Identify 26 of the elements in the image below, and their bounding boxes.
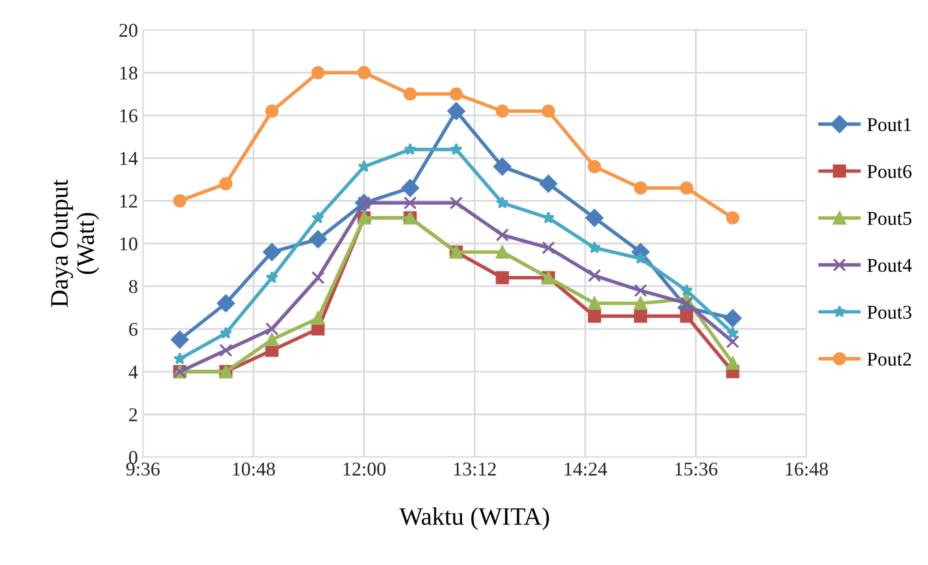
y-tick-label: 6 bbox=[129, 322, 138, 336]
y-axis-title: Daya Output (Watt) bbox=[51, 179, 100, 308]
x-tick-label: 12:00 bbox=[344, 462, 386, 476]
y-tick-label: 2 bbox=[129, 408, 137, 422]
y-tick-label: 16 bbox=[120, 109, 138, 122]
x-tick-label: 16:48 bbox=[786, 462, 828, 476]
x-tick-label: 13:12 bbox=[454, 462, 496, 476]
legend-label: Pout1 bbox=[867, 118, 911, 132]
y-tick-label: 20 bbox=[119, 24, 138, 37]
legend-label: Pout6 bbox=[867, 164, 912, 178]
y-tick-label: 0 bbox=[129, 450, 138, 464]
y-tick-label: 14 bbox=[120, 152, 138, 165]
y-tick-label: 10 bbox=[120, 237, 138, 250]
legend-label: Pout5 bbox=[867, 212, 912, 225]
y-tick-label: 12 bbox=[120, 194, 137, 208]
x-tick-label: 9:36 bbox=[126, 462, 160, 476]
legend-label: Pout2 bbox=[867, 352, 912, 366]
x-tick-label: 15:36 bbox=[675, 462, 718, 476]
x-axis-title: Waktu (WITA) bbox=[399, 507, 549, 530]
x-tick-label: 10:48 bbox=[233, 462, 275, 476]
x-tick-label: 14:24 bbox=[564, 462, 608, 476]
legend-label: Pout3 bbox=[867, 306, 912, 319]
legend-label: Pout4 bbox=[867, 258, 912, 272]
y-tick-label: 4 bbox=[128, 366, 138, 378]
y-tick-label: 8 bbox=[129, 280, 138, 294]
y-tick-label: 18 bbox=[120, 66, 138, 80]
